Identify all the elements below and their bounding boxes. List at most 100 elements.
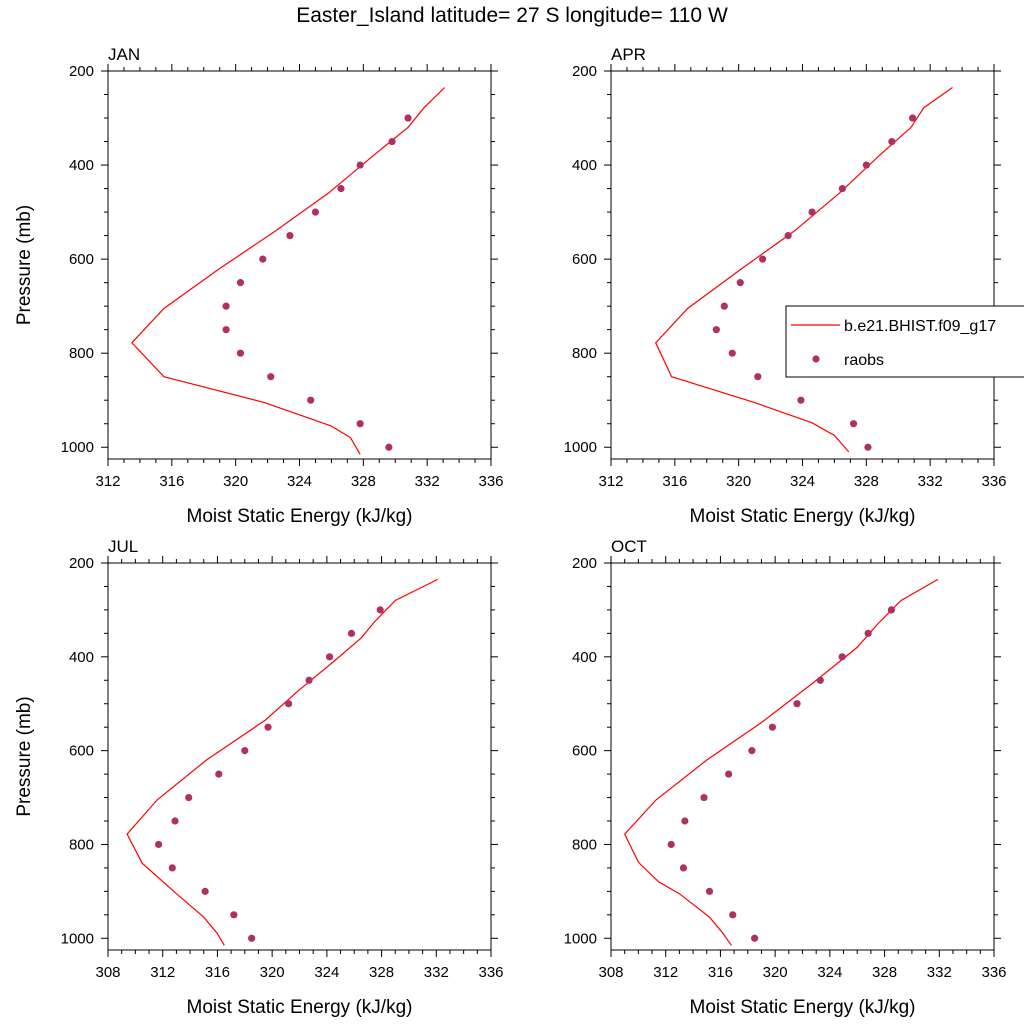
raobs-point xyxy=(171,817,179,825)
raobs-point xyxy=(155,840,163,849)
raobs-point xyxy=(838,184,846,193)
raobs-point xyxy=(230,911,238,919)
x-tick-label: 332 xyxy=(415,473,440,490)
x-tick-label: 324 xyxy=(287,473,312,490)
y-tick-label: 400 xyxy=(69,157,94,174)
panel-title: APR xyxy=(611,45,646,64)
raobs-point xyxy=(784,232,792,240)
x-tick-label: 320 xyxy=(726,473,751,490)
series-line-model xyxy=(623,578,939,946)
x-tick-label: 324 xyxy=(790,473,815,490)
x-axis-label: Moist Static Energy (kJ/kg) xyxy=(690,506,916,527)
raobs-point xyxy=(712,326,720,334)
legend-label-raobs: raobs xyxy=(844,352,884,369)
raobs-point xyxy=(267,373,275,381)
x-tick-label: 332 xyxy=(927,964,952,981)
legend-box xyxy=(785,305,1024,378)
figure-title: Easter_Island latitude= 27 S longitude= … xyxy=(296,4,728,27)
series-line-model xyxy=(131,87,446,455)
panel-title: JUL xyxy=(108,537,138,556)
x-axis-label: Moist Static Energy (kJ/kg) xyxy=(187,997,413,1018)
raobs-point xyxy=(816,676,824,684)
x-tick-label: 324 xyxy=(817,964,842,981)
raobs-point xyxy=(325,653,334,661)
panel-apr: 312 316 320 324 328 332 336 200 400 600 800 1000 APR… xyxy=(564,45,1007,527)
y-tick-label: 1000 xyxy=(564,439,597,456)
plot-frame xyxy=(107,562,492,951)
x-tick-label: 336 xyxy=(981,473,1006,490)
y-tick-label: 200 xyxy=(572,63,597,80)
raobs-point xyxy=(236,279,245,287)
y-tick-label: 200 xyxy=(69,63,94,80)
raobs-point xyxy=(864,443,872,451)
x-tick-label: 308 xyxy=(598,964,623,981)
raobs-point xyxy=(725,770,733,778)
raobs-point xyxy=(356,420,364,428)
x-tick-label: 320 xyxy=(260,964,285,981)
raobs-point xyxy=(700,793,708,802)
raobs-point xyxy=(404,114,412,122)
legend-marker-swatch xyxy=(812,355,820,363)
y-tick-label: 800 xyxy=(69,836,94,853)
raobs-point xyxy=(667,840,675,849)
panel-title: JAN xyxy=(108,45,140,64)
y-tick-label: 1000 xyxy=(61,439,94,456)
y-tick-label: 400 xyxy=(572,649,597,666)
x-tick-label: 312 xyxy=(598,473,623,490)
x-tick-label: 324 xyxy=(314,964,339,981)
raobs-point xyxy=(736,279,744,287)
x-tick-label: 316 xyxy=(159,473,184,490)
raobs-point xyxy=(347,629,356,637)
y-tick-label: 200 xyxy=(572,555,597,572)
y-tick-label: 800 xyxy=(69,345,94,362)
y-tick-label: 600 xyxy=(69,743,94,760)
x-tick-label: 336 xyxy=(478,473,503,490)
raobs-point xyxy=(754,373,762,381)
x-tick-label: 328 xyxy=(369,964,394,981)
x-tick-label: 312 xyxy=(653,964,678,981)
raobs-point xyxy=(185,793,193,802)
raobs-point xyxy=(838,653,846,661)
raobs-point xyxy=(236,349,245,357)
x-tick-label: 316 xyxy=(708,964,733,981)
raobs-point xyxy=(337,184,345,193)
raobs-point xyxy=(311,208,320,216)
raobs-point xyxy=(862,161,870,169)
raobs-point xyxy=(259,255,267,263)
y-tick-label: 400 xyxy=(572,157,597,174)
series-line-model xyxy=(654,87,953,453)
raobs-point xyxy=(768,723,777,731)
x-tick-label: 336 xyxy=(981,964,1006,981)
x-tick-label: 328 xyxy=(854,473,879,490)
x-tick-label: 328 xyxy=(351,473,376,490)
raobs-point xyxy=(286,232,294,240)
panel-oct: 308 312 316 320 324 328 332 336 200 400 600 800 1000… xyxy=(564,537,1007,1018)
y-tick-label: 200 xyxy=(69,555,94,572)
panel-jan: 312 316 320 324 328 332 336 200 400 600 800 1000 JAN… xyxy=(14,45,504,527)
raobs-point xyxy=(909,114,917,122)
y-axis-label: Pressure (mb) xyxy=(14,205,35,325)
raobs-point xyxy=(168,864,176,872)
panel-jul: 308 312 316 320 324 328 332 336 200 400 600 800 1000… xyxy=(14,537,504,1018)
raobs-point xyxy=(681,817,689,825)
raobs-point xyxy=(215,770,223,778)
raobs-point xyxy=(729,911,737,919)
y-tick-label: 600 xyxy=(69,251,94,268)
raobs-point xyxy=(376,606,384,614)
x-tick-label: 328 xyxy=(872,964,897,981)
y-tick-label: 400 xyxy=(69,649,94,666)
x-tick-label: 332 xyxy=(424,964,449,981)
raobs-point xyxy=(720,302,728,310)
raobs-point xyxy=(728,349,736,357)
raobs-point xyxy=(201,887,209,895)
x-tick-label: 320 xyxy=(763,964,788,981)
plot-frame xyxy=(107,70,492,460)
raobs-point xyxy=(679,864,688,872)
raobs-point xyxy=(284,700,293,708)
x-tick-label: 308 xyxy=(95,964,120,981)
raobs-point xyxy=(241,747,249,755)
y-tick-label: 800 xyxy=(572,345,597,362)
raobs-point xyxy=(385,443,393,451)
